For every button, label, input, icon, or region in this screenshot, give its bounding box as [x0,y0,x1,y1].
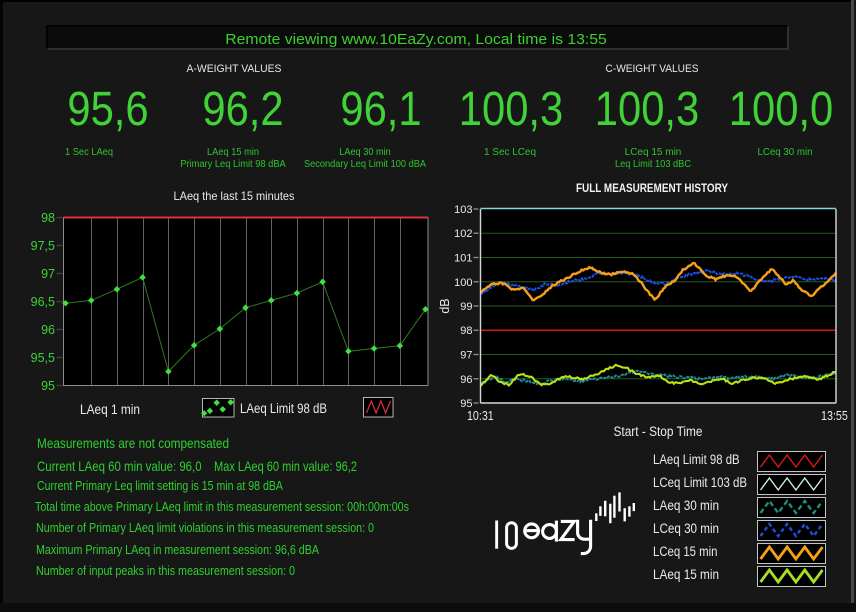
svg-text:95: 95 [460,398,472,410]
svg-text:97: 97 [460,350,472,362]
svg-text:102: 102 [454,228,472,240]
svg-text:100: 100 [454,277,472,289]
svg-text:103: 103 [454,204,472,216]
svg-text:98: 98 [460,325,472,337]
svg-text:96: 96 [460,374,472,386]
svg-text:96: 96 [41,323,55,337]
svg-text:97: 97 [41,267,55,281]
svg-text:95: 95 [41,379,55,393]
svg-text:99: 99 [460,301,472,313]
svg-text:95,5: 95,5 [31,351,55,365]
svg-text:101: 101 [454,253,472,265]
svg-text:98: 98 [41,211,55,225]
svg-text:96,5: 96,5 [31,295,55,309]
svg-text:dB: dB [438,298,452,313]
svg-text:97,5: 97,5 [31,239,55,253]
